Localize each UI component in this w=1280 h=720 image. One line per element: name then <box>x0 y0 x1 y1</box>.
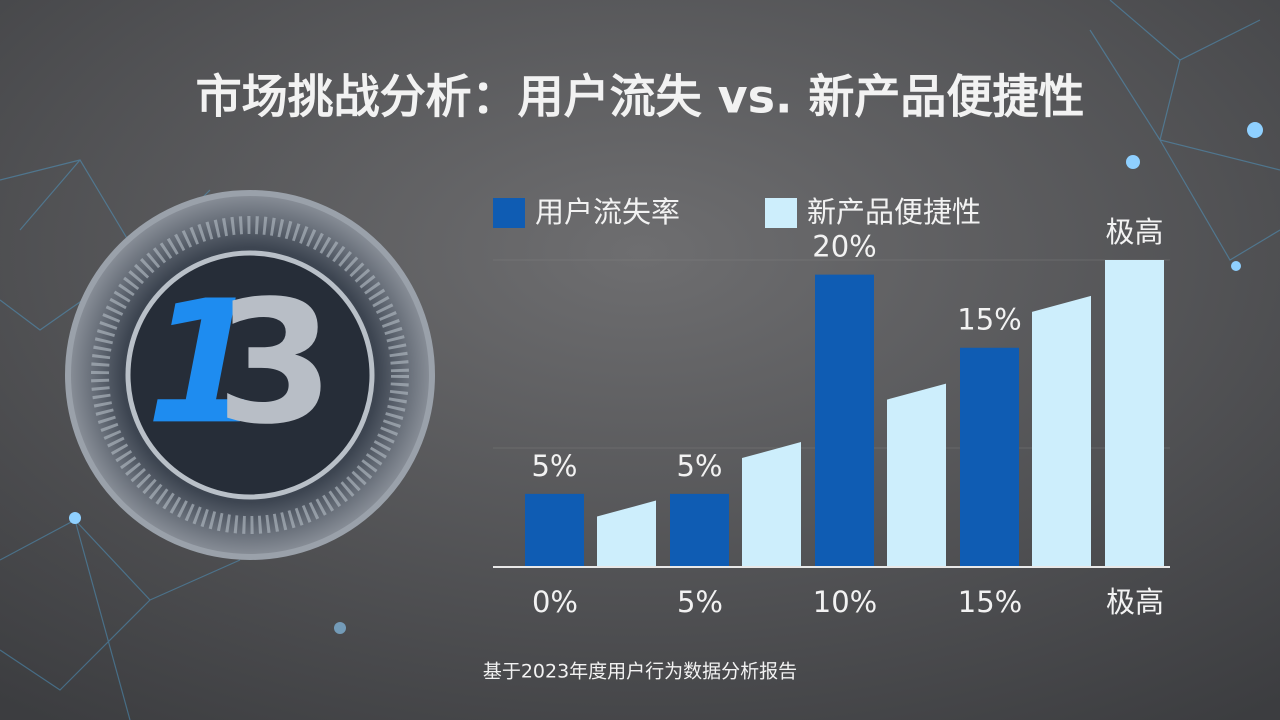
bar <box>525 493 584 567</box>
logo-circuit <box>91 216 409 534</box>
x-tick-label: 15% <box>958 585 1022 619</box>
bar <box>670 493 729 567</box>
logo-digit: 1 <box>146 264 264 462</box>
logo-core <box>125 250 375 500</box>
bar <box>742 442 801 567</box>
bar <box>815 274 874 567</box>
value-label: 5% <box>676 449 722 483</box>
legend-swatch <box>493 198 525 228</box>
glow-dots <box>69 122 1263 634</box>
logo-digit: 3 <box>216 264 334 462</box>
bar <box>1032 295 1091 567</box>
legend-swatch <box>765 198 797 228</box>
footnote: 基于2023年度用户行为数据分析报告 <box>483 661 797 683</box>
bar <box>1105 260 1164 567</box>
value-label: 极高 <box>1105 215 1163 249</box>
x-tick-label: 5% <box>677 585 723 619</box>
legend-label: 新产品便捷性 <box>807 195 981 229</box>
x-tick-label: 10% <box>813 585 877 619</box>
bar <box>887 383 946 567</box>
chart-title: 市场挑战分析：用户流失 vs. 新产品便捷性 <box>196 70 1085 124</box>
logo: 1 3 <box>65 190 435 560</box>
value-label: 20% <box>812 230 876 264</box>
legend-label: 用户流失率 <box>535 195 680 229</box>
x-tick-label: 0% <box>532 585 578 619</box>
bar <box>597 500 656 567</box>
value-label: 15% <box>957 303 1021 337</box>
value-label: 5% <box>531 449 577 483</box>
x-tick-label: 极高 <box>1106 585 1164 619</box>
bar <box>960 347 1019 567</box>
